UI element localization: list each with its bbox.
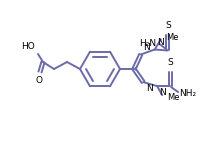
Text: HO: HO [21,42,35,51]
Text: Me: Me [166,33,178,42]
Text: N: N [157,39,164,47]
Text: N: N [146,84,153,93]
Text: S: S [167,58,173,67]
Text: NH₂: NH₂ [179,89,196,98]
Text: S: S [165,21,171,30]
Text: Me: Me [167,93,180,102]
Text: H₂N: H₂N [139,39,156,48]
Text: N: N [159,88,166,97]
Text: N: N [143,44,150,52]
Text: O: O [36,76,43,85]
